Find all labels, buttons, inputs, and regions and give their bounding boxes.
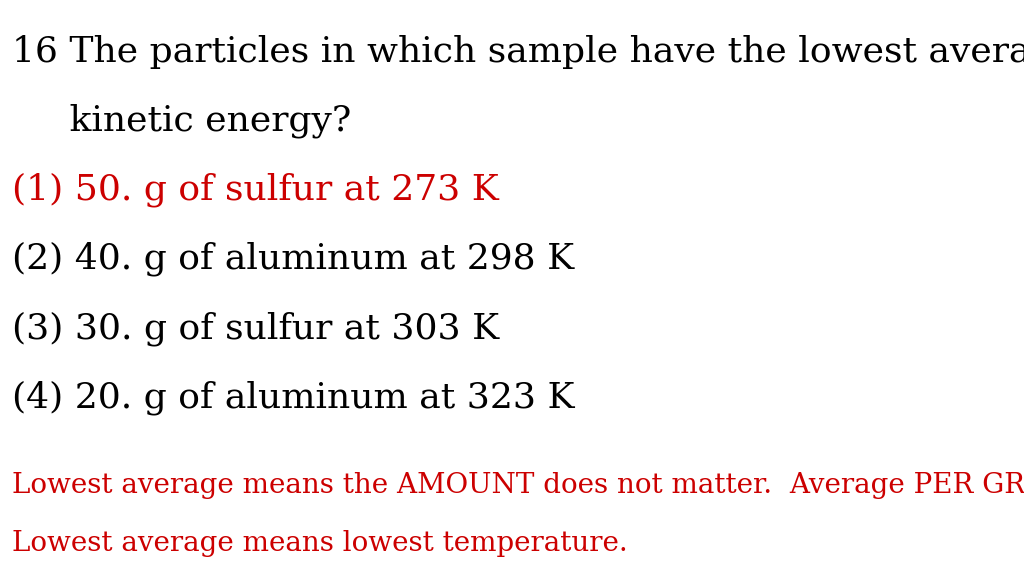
Text: (2) 40. g of aluminum at 298 K: (2) 40. g of aluminum at 298 K <box>12 242 574 276</box>
Text: 16 The particles in which sample have the lowest average: 16 The particles in which sample have th… <box>12 35 1024 69</box>
Text: (4) 20. g of aluminum at 323 K: (4) 20. g of aluminum at 323 K <box>12 380 574 415</box>
Text: Lowest average means lowest temperature.: Lowest average means lowest temperature. <box>12 530 628 557</box>
Text: (1) 50. g of sulfur at 273 K: (1) 50. g of sulfur at 273 K <box>12 173 499 207</box>
Text: kinetic energy?: kinetic energy? <box>12 104 351 138</box>
Text: Lowest average means the AMOUNT does not matter.  Average PER GRAM.: Lowest average means the AMOUNT does not… <box>12 472 1024 499</box>
Text: (3) 30. g of sulfur at 303 K: (3) 30. g of sulfur at 303 K <box>12 311 500 346</box>
